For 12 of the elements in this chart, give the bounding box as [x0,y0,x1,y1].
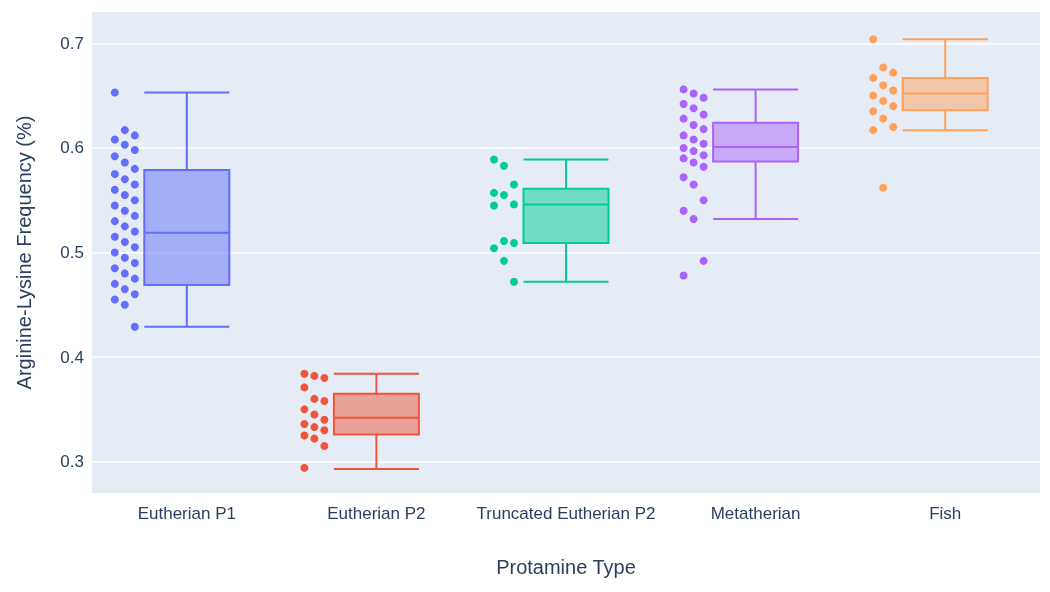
y-tick-label: 0.7 [60,33,84,53]
y-tick-label: 0.4 [60,347,84,367]
x-axis-title: Protamine Type [496,556,636,578]
x-tick-label: Eutherian P1 [137,504,236,523]
x-tick-label: Metatherian [710,504,801,523]
x-tick-label: Eutherian P2 [327,504,426,523]
y-axis-title: Arginine-Lysine Frequency (%) [13,115,35,390]
y-tick-label: 0.6 [60,138,84,158]
x-tick-label: Truncated Eutherian P2 [476,504,656,523]
y-tick-label: 0.3 [60,452,84,472]
x-tick-label: Fish [929,504,962,523]
y-tick-label: 0.5 [60,243,84,262]
